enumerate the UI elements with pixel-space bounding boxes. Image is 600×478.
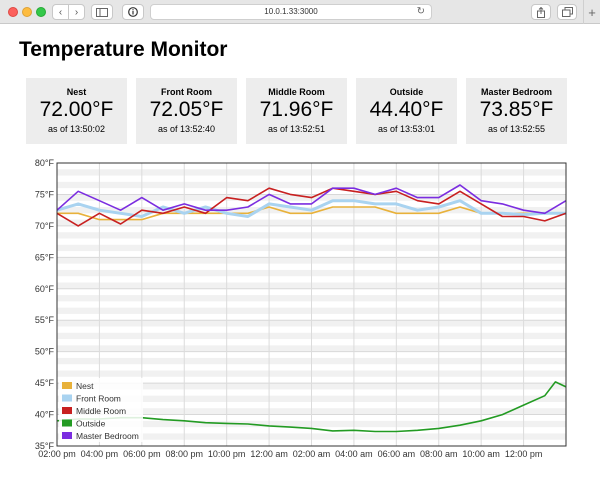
series-line-outside: [56, 381, 567, 433]
legend-swatch: [62, 394, 72, 402]
tabs-overview-button[interactable]: [557, 4, 577, 20]
sensor-card-front-room: Front Room 72.05°F as of 13:52:40: [136, 78, 237, 144]
x-tick-label: 02:00 am: [293, 449, 331, 459]
sensor-timestamp: as of 13:52:40: [157, 124, 216, 134]
zoom-window-button[interactable]: [36, 7, 46, 17]
legend-swatch: [62, 407, 72, 414]
site-info-button[interactable]: [122, 4, 144, 20]
sensor-name: Master Bedroom: [480, 87, 552, 97]
x-tick-label: 06:00 pm: [123, 449, 161, 459]
close-window-button[interactable]: [8, 7, 18, 17]
sensor-card-nest: Nest 72.00°F as of 13:50:02: [26, 78, 127, 144]
x-tick-label: 06:00 am: [378, 449, 416, 459]
series-line-middle-room: [56, 187, 567, 227]
sensor-name: Middle Room: [268, 87, 325, 97]
page-title: Temperature Monitor: [19, 38, 228, 61]
series-line-master-bedroom: [56, 184, 567, 215]
legend-swatch: [62, 432, 72, 439]
x-tick-label: 08:00 am: [420, 449, 458, 459]
forward-button[interactable]: ›: [68, 4, 85, 20]
y-tick-label: 45°F: [35, 378, 55, 388]
legend-box: [59, 378, 143, 442]
sidebar-icon: [96, 7, 108, 17]
browser-toolbar: ‹ › 10.0.1.33:3000 ↻ +: [0, 0, 600, 24]
y-tick-label: 80°F: [35, 158, 55, 168]
sensor-temperature: 73.85°F: [479, 98, 554, 121]
x-tick-label: 12:00 pm: [505, 449, 543, 459]
tabs-icon: [561, 7, 573, 17]
sensor-card-middle-room: Middle Room 71.96°F as of 13:52:51: [246, 78, 347, 144]
sensor-name: Nest: [66, 87, 87, 97]
temperature-chart: 35°F 40°F 45°F 50°F 55°F 60°F 65°F 70°F 75°F 80°F…: [35, 158, 567, 459]
x-tick-label: 10:00 am: [462, 449, 500, 459]
reload-icon[interactable]: ↻: [416, 6, 425, 17]
y-tick-label: 35°F: [35, 441, 55, 451]
url-text: 10.0.1.33:3000: [264, 7, 318, 16]
legend-label: Outside: [76, 419, 106, 429]
chevron-right-icon: ›: [74, 6, 79, 18]
legend-label: Middle Room: [76, 406, 126, 416]
address-bar[interactable]: 10.0.1.33:3000 ↻: [150, 4, 432, 20]
sensor-temperature: 72.05°F: [149, 98, 224, 121]
share-icon: [537, 6, 545, 18]
new-tab-button[interactable]: +: [583, 0, 600, 24]
y-tick-label: 70°F: [35, 221, 55, 231]
sensor-name: Outside: [389, 87, 424, 97]
sensor-temperature: 44.40°F: [369, 98, 444, 121]
share-button[interactable]: [531, 4, 551, 20]
sensor-timestamp: as of 13:52:51: [267, 124, 326, 134]
y-tick-label: 65°F: [35, 252, 55, 262]
legend-label: Front Room: [76, 394, 121, 404]
sensor-timestamp: as of 13:50:02: [47, 124, 106, 134]
sensor-temperature: 71.96°F: [259, 98, 334, 121]
minimize-window-button[interactable]: [22, 7, 32, 17]
x-tick-label: 12:00 am: [250, 449, 288, 459]
x-tick-label: 10:00 pm: [208, 449, 246, 459]
sensor-card-master-bedroom: Master Bedroom 73.85°F as of 13:52:55: [466, 78, 567, 144]
y-tick-label: 40°F: [35, 410, 55, 420]
y-tick-label: 55°F: [35, 315, 55, 325]
x-tick-label: 04:00 pm: [81, 449, 119, 459]
sensor-card-outside: Outside 44.40°F as of 13:53:01: [356, 78, 457, 144]
x-tick-label: 08:00 pm: [165, 449, 203, 459]
legend-swatch: [62, 419, 72, 427]
sensor-temperature: 72.00°F: [39, 98, 114, 121]
x-tick-label: 04:00 am: [335, 449, 373, 459]
back-button[interactable]: ‹: [52, 4, 69, 20]
y-tick-label: 60°F: [35, 284, 55, 294]
sensor-timestamp: as of 13:53:01: [377, 124, 436, 134]
legend-label: Master Bedroom: [76, 431, 139, 441]
plus-icon: +: [588, 4, 596, 20]
chevron-left-icon: ‹: [58, 6, 63, 18]
y-tick-label: 75°F: [35, 189, 55, 199]
sidebar-button[interactable]: [91, 4, 113, 20]
sensor-timestamp: as of 13:52:55: [487, 124, 546, 134]
info-icon: [128, 7, 138, 17]
legend-label: Nest: [76, 381, 94, 391]
sensor-name: Front Room: [161, 87, 212, 97]
series-line-front-room: [56, 199, 566, 218]
x-tick-label: 02:00 pm: [38, 449, 76, 459]
y-tick-label: 50°F: [35, 347, 55, 357]
plot-frame: [56, 162, 567, 447]
legend-swatch: [62, 382, 72, 389]
